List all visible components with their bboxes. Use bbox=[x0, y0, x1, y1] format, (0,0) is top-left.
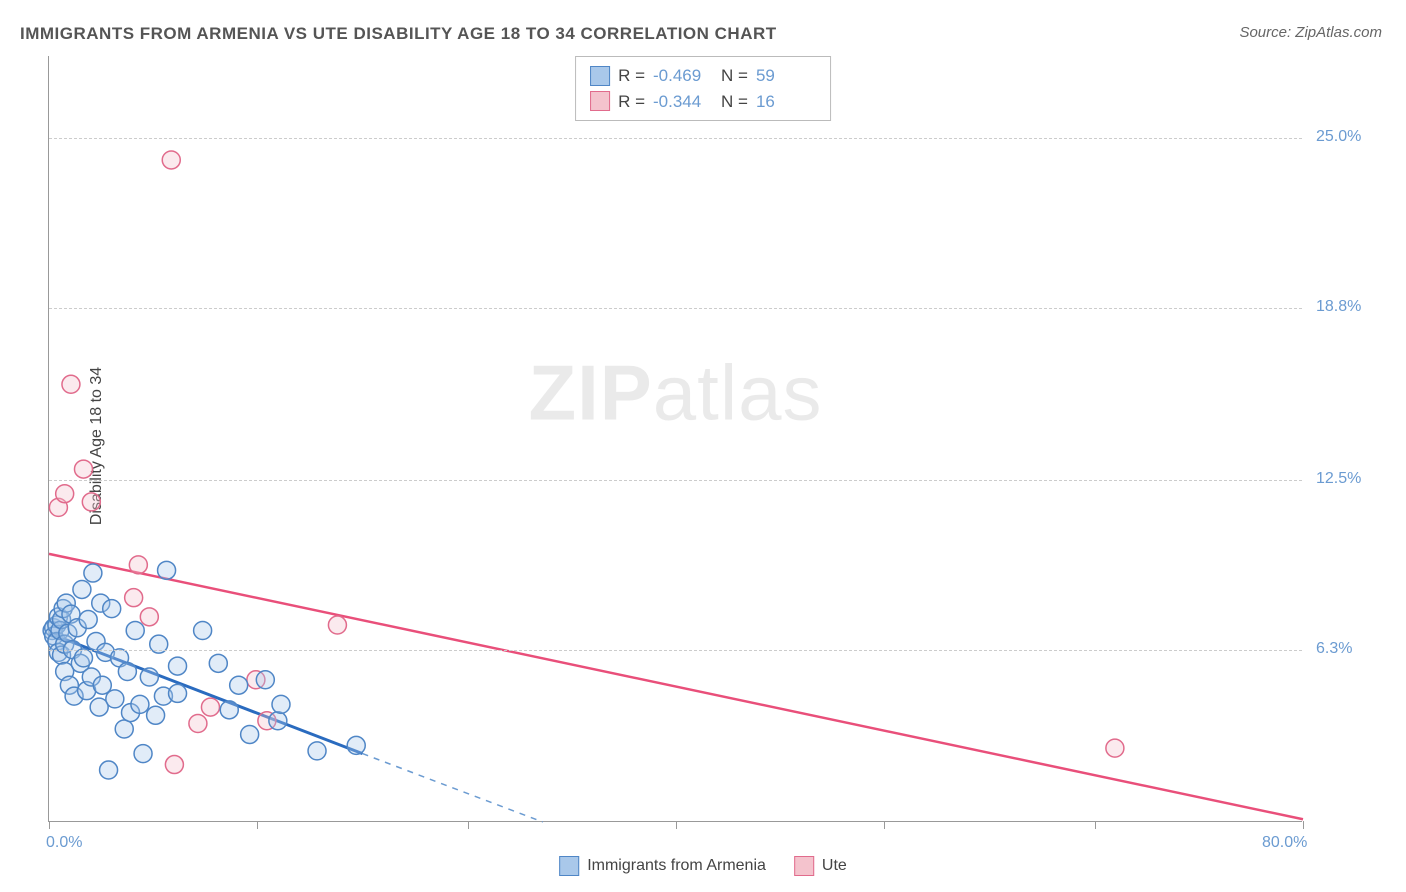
data-point bbox=[165, 756, 183, 774]
data-point bbox=[118, 663, 136, 681]
x-tick bbox=[1095, 821, 1096, 829]
data-point bbox=[125, 589, 143, 607]
x-tick-label: 80.0% bbox=[1262, 834, 1307, 852]
n-label: N = bbox=[721, 89, 748, 115]
data-point bbox=[82, 493, 100, 511]
data-point bbox=[269, 712, 287, 730]
y-tick-label: 25.0% bbox=[1316, 128, 1361, 146]
data-point bbox=[230, 676, 248, 694]
data-point bbox=[272, 695, 290, 713]
x-tick bbox=[49, 821, 50, 829]
n-value-pink: 16 bbox=[756, 89, 816, 115]
trendline-armenia-dashed bbox=[363, 754, 543, 822]
data-point bbox=[134, 745, 152, 763]
x-tick bbox=[884, 821, 885, 829]
data-point bbox=[103, 600, 121, 618]
n-value-blue: 59 bbox=[756, 63, 816, 89]
legend-label-ute: Ute bbox=[822, 857, 847, 875]
x-tick bbox=[468, 821, 469, 829]
data-point bbox=[162, 151, 180, 169]
data-point bbox=[328, 616, 346, 634]
legend-row-blue: R = -0.469 N = 59 bbox=[590, 63, 816, 89]
data-point bbox=[126, 622, 144, 640]
legend-swatch-pink bbox=[590, 91, 610, 111]
source-label: Source: ZipAtlas.com bbox=[1239, 24, 1382, 41]
x-tick bbox=[1303, 821, 1304, 829]
r-value-pink: -0.344 bbox=[653, 89, 713, 115]
gridline-h bbox=[49, 138, 1302, 139]
legend-label-armenia: Immigrants from Armenia bbox=[587, 857, 766, 875]
data-point bbox=[347, 736, 365, 754]
x-tick-label: 0.0% bbox=[46, 834, 82, 852]
plot-svg bbox=[49, 56, 1302, 821]
gridline-h bbox=[49, 480, 1302, 481]
data-point bbox=[84, 564, 102, 582]
gridline-h bbox=[49, 308, 1302, 309]
series-legend: Immigrants from Armenia Ute bbox=[559, 856, 847, 876]
y-tick-label: 12.5% bbox=[1316, 470, 1361, 488]
legend-swatch-blue bbox=[590, 66, 610, 86]
data-point bbox=[56, 485, 74, 503]
data-point bbox=[100, 761, 118, 779]
chart-title: IMMIGRANTS FROM ARMENIA VS UTE DISABILIT… bbox=[20, 24, 777, 44]
data-point bbox=[131, 695, 149, 713]
data-point bbox=[1106, 739, 1124, 757]
gridline-h bbox=[49, 650, 1302, 651]
data-point bbox=[140, 668, 158, 686]
data-point bbox=[147, 706, 165, 724]
data-point bbox=[220, 701, 238, 719]
legend-item-armenia: Immigrants from Armenia bbox=[559, 856, 766, 876]
data-point bbox=[158, 561, 176, 579]
data-point bbox=[129, 556, 147, 574]
r-label: R = bbox=[618, 63, 645, 89]
data-point bbox=[74, 460, 92, 478]
data-point bbox=[62, 375, 80, 393]
data-point bbox=[256, 671, 274, 689]
r-label: R = bbox=[618, 89, 645, 115]
data-point bbox=[74, 649, 92, 667]
data-point bbox=[115, 720, 133, 738]
data-point bbox=[241, 725, 259, 743]
data-point bbox=[169, 684, 187, 702]
legend-swatch-ute bbox=[794, 856, 814, 876]
data-point bbox=[79, 611, 97, 629]
y-tick-label: 18.8% bbox=[1316, 298, 1361, 316]
data-point bbox=[189, 715, 207, 733]
x-tick bbox=[257, 821, 258, 829]
r-value-blue: -0.469 bbox=[653, 63, 713, 89]
legend-row-pink: R = -0.344 N = 16 bbox=[590, 89, 816, 115]
data-point bbox=[140, 608, 158, 626]
correlation-legend: R = -0.469 N = 59 R = -0.344 N = 16 bbox=[575, 56, 831, 121]
data-point bbox=[169, 657, 187, 675]
y-tick-label: 6.3% bbox=[1316, 640, 1352, 658]
data-point bbox=[201, 698, 219, 716]
x-tick bbox=[676, 821, 677, 829]
data-point bbox=[106, 690, 124, 708]
legend-swatch-armenia bbox=[559, 856, 579, 876]
data-point bbox=[194, 622, 212, 640]
plot-area: ZIPatlas bbox=[48, 56, 1302, 822]
legend-item-ute: Ute bbox=[794, 856, 847, 876]
n-label: N = bbox=[721, 63, 748, 89]
data-point bbox=[73, 580, 91, 598]
data-point bbox=[308, 742, 326, 760]
data-point bbox=[209, 654, 227, 672]
